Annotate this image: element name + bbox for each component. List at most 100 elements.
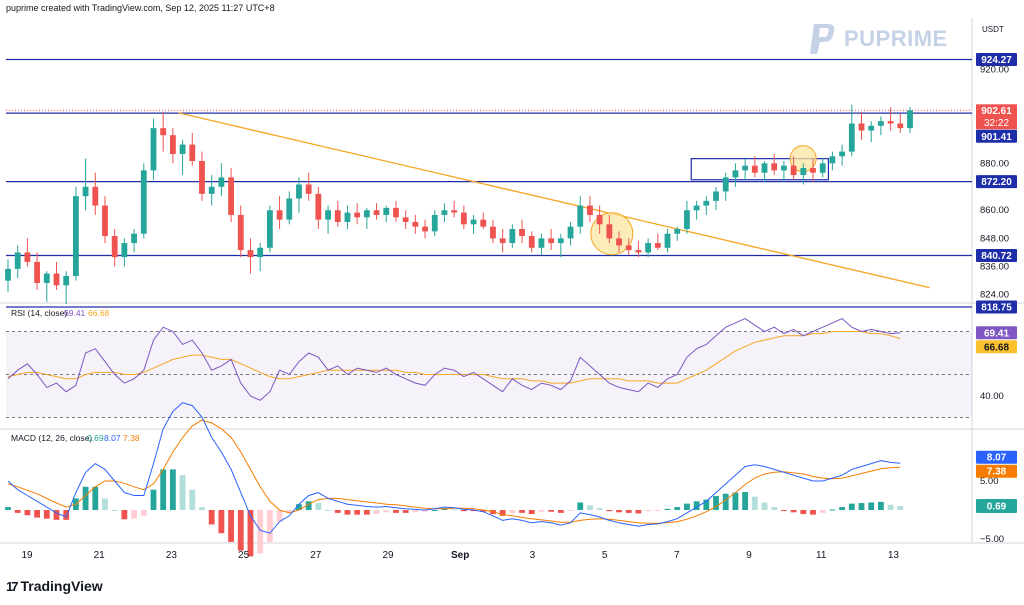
time-axis-tick-label: 11 — [816, 550, 827, 561]
macd-histogram-bar — [266, 510, 273, 542]
consolidation-box — [690, 158, 830, 181]
candle-body — [528, 236, 535, 248]
candle-body — [412, 221, 419, 227]
candle-body — [92, 186, 99, 206]
time-axis-tick-label: 25 — [238, 550, 250, 561]
candle-body — [654, 243, 661, 248]
candle-body — [635, 250, 642, 253]
candle-body — [218, 177, 225, 187]
puprime-watermark: PUPRIME — [808, 22, 948, 56]
macd-histogram-bar — [383, 510, 390, 513]
macd-histogram-bar — [237, 510, 244, 551]
candle-body — [761, 163, 768, 173]
candle-body — [751, 165, 758, 173]
price-axis-currency: USDT — [982, 25, 1004, 34]
macd-histogram-bar — [344, 510, 351, 515]
candle-body — [800, 168, 807, 176]
macd-histogram-bar — [810, 510, 816, 515]
macd-histogram-bar — [102, 498, 108, 510]
macd-histogram-bar — [499, 510, 506, 516]
candle-body — [684, 210, 690, 230]
candle-body — [150, 128, 157, 171]
time-axis-tick-label: 27 — [310, 550, 322, 561]
candle-body — [557, 238, 564, 244]
macd-histogram-bar — [179, 475, 186, 510]
candle-body — [713, 191, 719, 201]
candle-body — [499, 238, 506, 244]
price-axis-tick-label: 848.00 — [980, 233, 1009, 244]
macd-histogram-bar — [625, 510, 632, 513]
rsi-ma-value-tag-bg — [976, 340, 1017, 354]
macd-histogram-bar — [790, 510, 797, 513]
macd-pane: MACD (12, 26, close)0.69 8.07 7.38 — [5, 402, 904, 557]
macd-histogram-bar — [228, 510, 234, 542]
macd-histogram-bar — [393, 510, 399, 513]
candle-body — [393, 207, 399, 218]
level-price-tag-bg — [976, 300, 1017, 314]
descending-trendline — [178, 112, 930, 289]
macd-histogram-value-tag-bg — [976, 498, 1017, 513]
level-price-tag: 924.27 — [981, 55, 1012, 66]
macd-histogram-value-label: 0.69 — [87, 433, 104, 443]
candle-body — [509, 229, 516, 244]
candle-body — [781, 165, 787, 171]
macd-histogram-bar — [742, 492, 749, 510]
price-axis-tick-label: 836.00 — [980, 262, 1009, 273]
rsi-value-label: 69.41 — [64, 308, 86, 318]
rsi-ma-value-label: 66.68 — [88, 308, 110, 318]
time-axis-tick-label: 9 — [746, 550, 752, 561]
macd-histogram-bar — [43, 510, 50, 519]
macd-histogram-bar — [548, 510, 555, 512]
macd-histogram-bar — [703, 499, 710, 510]
candle-body — [451, 210, 458, 213]
candle-body — [868, 125, 875, 131]
macd-histogram-bar — [771, 507, 778, 510]
candle-body — [441, 210, 448, 215]
macd-histogram-bar — [34, 510, 41, 518]
candle-body — [829, 156, 836, 164]
candle-body — [722, 177, 729, 192]
macd-histogram-bar — [606, 510, 613, 512]
macd-signal-value-label: 7.38 — [123, 433, 140, 443]
macd-line — [7, 402, 901, 534]
candle-body — [839, 151, 846, 157]
candle-body — [373, 210, 380, 215]
candle-body — [645, 243, 652, 253]
candle-body — [315, 193, 322, 220]
candle-body — [82, 186, 89, 197]
candle-body — [703, 200, 710, 206]
candle-body — [102, 205, 108, 237]
macd-histogram-bar — [208, 510, 215, 525]
candle-body — [858, 123, 865, 131]
macd-histogram-bar — [373, 510, 380, 515]
candle-body — [732, 170, 739, 178]
macd-histogram-bar — [189, 489, 196, 510]
level-price-tag: 818.75 — [981, 303, 1012, 314]
candle-body — [160, 128, 167, 136]
macd-histogram-bar — [53, 510, 60, 520]
macd-histogram-bar — [674, 507, 681, 510]
macd-axis-tick-label: −5.00 — [980, 534, 1004, 545]
macd-signal-line — [7, 419, 901, 524]
puprime-logo-icon — [810, 24, 835, 54]
time-axis-tick-label: 21 — [94, 550, 106, 561]
macd-value-tag: 8.07 — [987, 453, 1007, 464]
macd-histogram-bar — [169, 469, 176, 510]
last-price-tag: 902.61 — [981, 106, 1012, 117]
macd-histogram-bar — [460, 510, 467, 512]
candle-body — [363, 210, 370, 218]
candle-body — [296, 184, 302, 199]
time-axis-tick-label: 7 — [674, 550, 680, 561]
macd-histogram-bar — [567, 510, 574, 511]
candle-body — [693, 205, 700, 211]
macd-signal-value-tag: 7.38 — [987, 467, 1007, 478]
candle-body — [266, 210, 273, 248]
macd-histogram-bar — [121, 510, 128, 520]
macd-histogram-bar — [24, 510, 31, 516]
last-price-tag-bg — [976, 104, 1017, 130]
macd-histogram-bar — [315, 503, 322, 510]
candle-body — [460, 212, 467, 225]
macd-histogram-bar — [819, 510, 826, 513]
